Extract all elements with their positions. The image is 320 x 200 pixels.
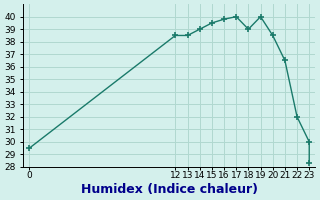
X-axis label: Humidex (Indice chaleur): Humidex (Indice chaleur) bbox=[81, 183, 258, 196]
